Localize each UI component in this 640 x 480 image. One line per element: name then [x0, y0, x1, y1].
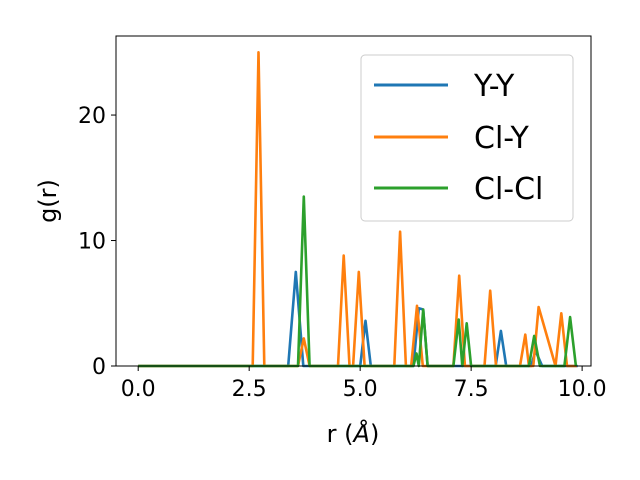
- y-tick-label: 0: [92, 355, 106, 380]
- x-tick-label: 2.5: [232, 377, 267, 402]
- x-tick-label: 7.5: [454, 377, 489, 402]
- y-axis-ticks: 0 10 20: [78, 104, 116, 380]
- legend-box: [360, 54, 574, 222]
- plot-frame: [115, 35, 592, 367]
- legend-label-cl-cl: Cl-Cl: [474, 172, 543, 207]
- y-tick-label: 10: [78, 230, 106, 255]
- legend: Y-Y Cl-Y Cl-Cl: [360, 54, 574, 222]
- y-tick-label: 20: [78, 104, 106, 129]
- legend-label-cl-y: Cl-Y: [474, 121, 530, 156]
- x-tick-label: 10.0: [558, 377, 607, 402]
- x-tick-label: 0.0: [121, 377, 156, 402]
- y-axis-label: g(r): [34, 179, 62, 223]
- x-axis-ticks: 0.0 2.5 5.0 7.5 10.0: [121, 366, 607, 402]
- x-tick-label: 5.0: [343, 377, 378, 402]
- legend-label-y-y: Y-Y: [473, 69, 515, 104]
- x-axis-label: r (Å): [327, 419, 380, 448]
